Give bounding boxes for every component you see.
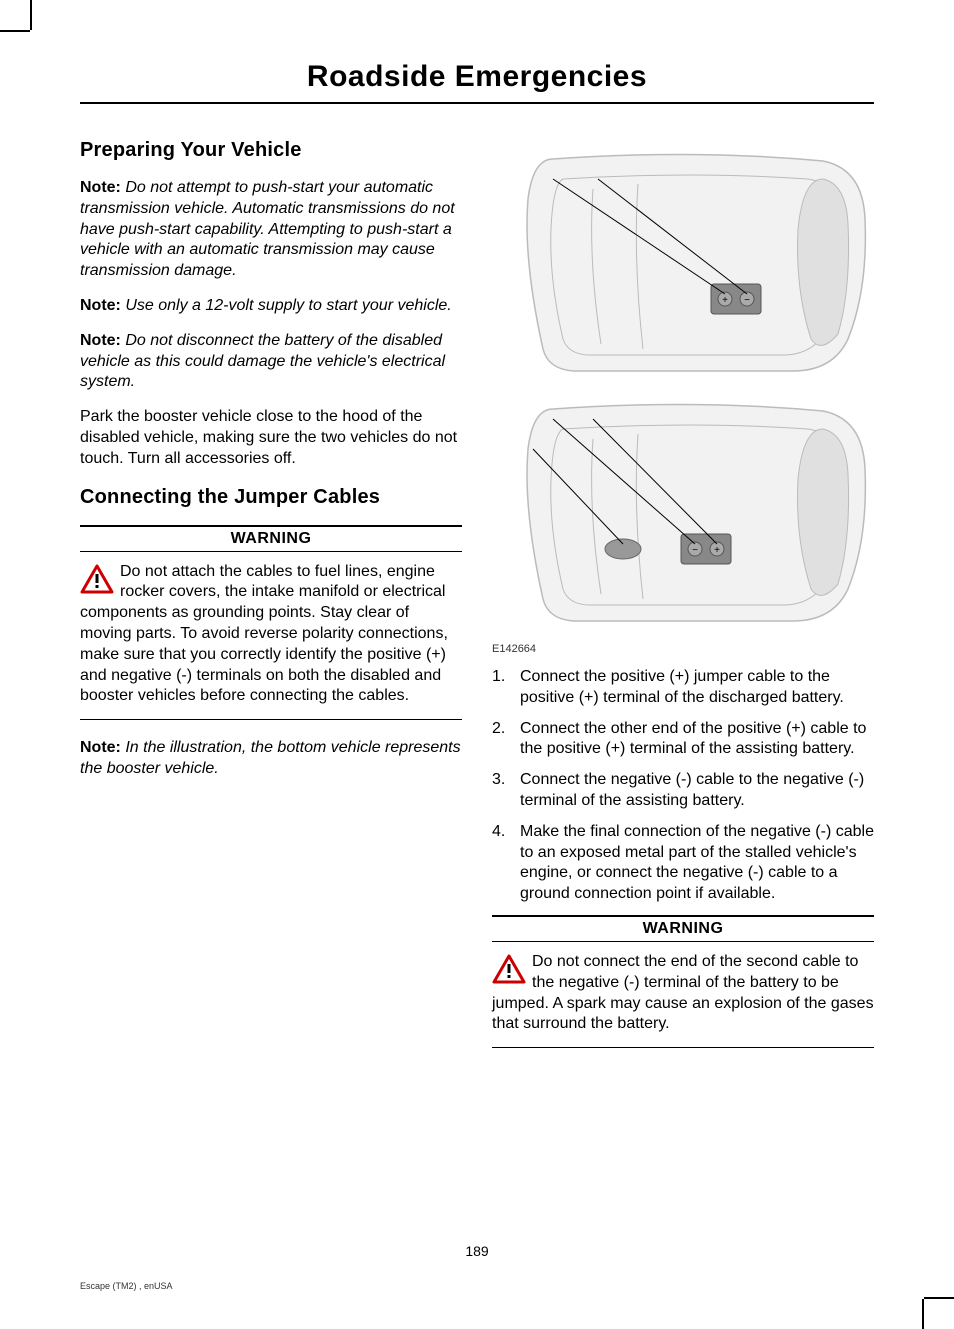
svg-text:−: − <box>744 295 750 306</box>
note-text: In the illustration, the bottom vehicle … <box>80 739 461 777</box>
svg-text:+: + <box>714 545 720 556</box>
step-number: 1. <box>492 667 520 709</box>
step-text: Make the final connection of the negativ… <box>520 822 874 905</box>
body-paragraph: Park the booster vehicle close to the ho… <box>80 407 462 469</box>
note-label: Note: <box>80 739 121 756</box>
warning-triangle-icon <box>80 564 114 594</box>
note-text: Do not attempt to push-start your automa… <box>80 179 455 279</box>
svg-text:+: + <box>722 295 728 306</box>
note-text: Do not disconnect the battery of the dis… <box>80 332 445 391</box>
warning-heading: WARNING <box>80 525 462 552</box>
step-number: 2. <box>492 719 520 761</box>
svg-text:−: − <box>692 545 698 556</box>
note-paragraph: Note: Do not disconnect the battery of t… <box>80 331 462 393</box>
note-paragraph: Note: Do not attempt to push-start your … <box>80 178 462 282</box>
note-label: Note: <box>80 179 121 196</box>
note-paragraph: Note: Use only a 12-volt supply to start… <box>80 296 462 317</box>
list-item: 2. Connect the other end of the positive… <box>492 719 874 761</box>
crop-mark <box>924 1297 954 1299</box>
jumper-cable-illustration: + − − + <box>492 139 874 639</box>
step-number: 3. <box>492 770 520 812</box>
crop-mark <box>922 1299 924 1329</box>
left-column: Preparing Your Vehicle Note: Do not atte… <box>80 139 462 1066</box>
note-paragraph: Note: In the illustration, the bottom ve… <box>80 738 462 780</box>
crop-mark <box>30 0 32 30</box>
figure-label: E142664 <box>492 643 874 655</box>
step-text: Connect the positive (+) jumper cable to… <box>520 667 874 709</box>
warning-heading: WARNING <box>492 915 874 942</box>
warning-text: Do not connect the end of the second cab… <box>492 953 874 1032</box>
warning-block: Do not attach the cables to fuel lines, … <box>80 562 462 721</box>
warning-triangle-icon <box>492 954 526 984</box>
right-column: + − − + <box>492 139 874 1066</box>
section-heading-preparing: Preparing Your Vehicle <box>80 139 462 162</box>
list-item: 3. Connect the negative (-) cable to the… <box>492 770 874 812</box>
note-text: Use only a 12-volt supply to start your … <box>121 297 452 314</box>
warning-block: Do not connect the end of the second cab… <box>492 952 874 1048</box>
note-label: Note: <box>80 332 121 349</box>
content-area: Preparing Your Vehicle Note: Do not atte… <box>0 104 954 1066</box>
page-title: Roadside Emergencies <box>0 0 954 94</box>
step-number: 4. <box>492 822 520 905</box>
page-number: 189 <box>0 1243 954 1259</box>
step-text: Connect the negative (-) cable to the ne… <box>520 770 874 812</box>
crop-mark <box>0 30 30 32</box>
step-text: Connect the other end of the positive (+… <box>520 719 874 761</box>
step-list: 1. Connect the positive (+) jumper cable… <box>492 667 874 905</box>
list-item: 1. Connect the positive (+) jumper cable… <box>492 667 874 709</box>
footer-text: Escape (TM2) , enUSA <box>80 1281 173 1291</box>
list-item: 4. Make the final connection of the nega… <box>492 822 874 905</box>
warning-text: Do not attach the cables to fuel lines, … <box>80 563 448 705</box>
section-heading-connecting: Connecting the Jumper Cables <box>80 486 462 509</box>
note-label: Note: <box>80 297 121 314</box>
